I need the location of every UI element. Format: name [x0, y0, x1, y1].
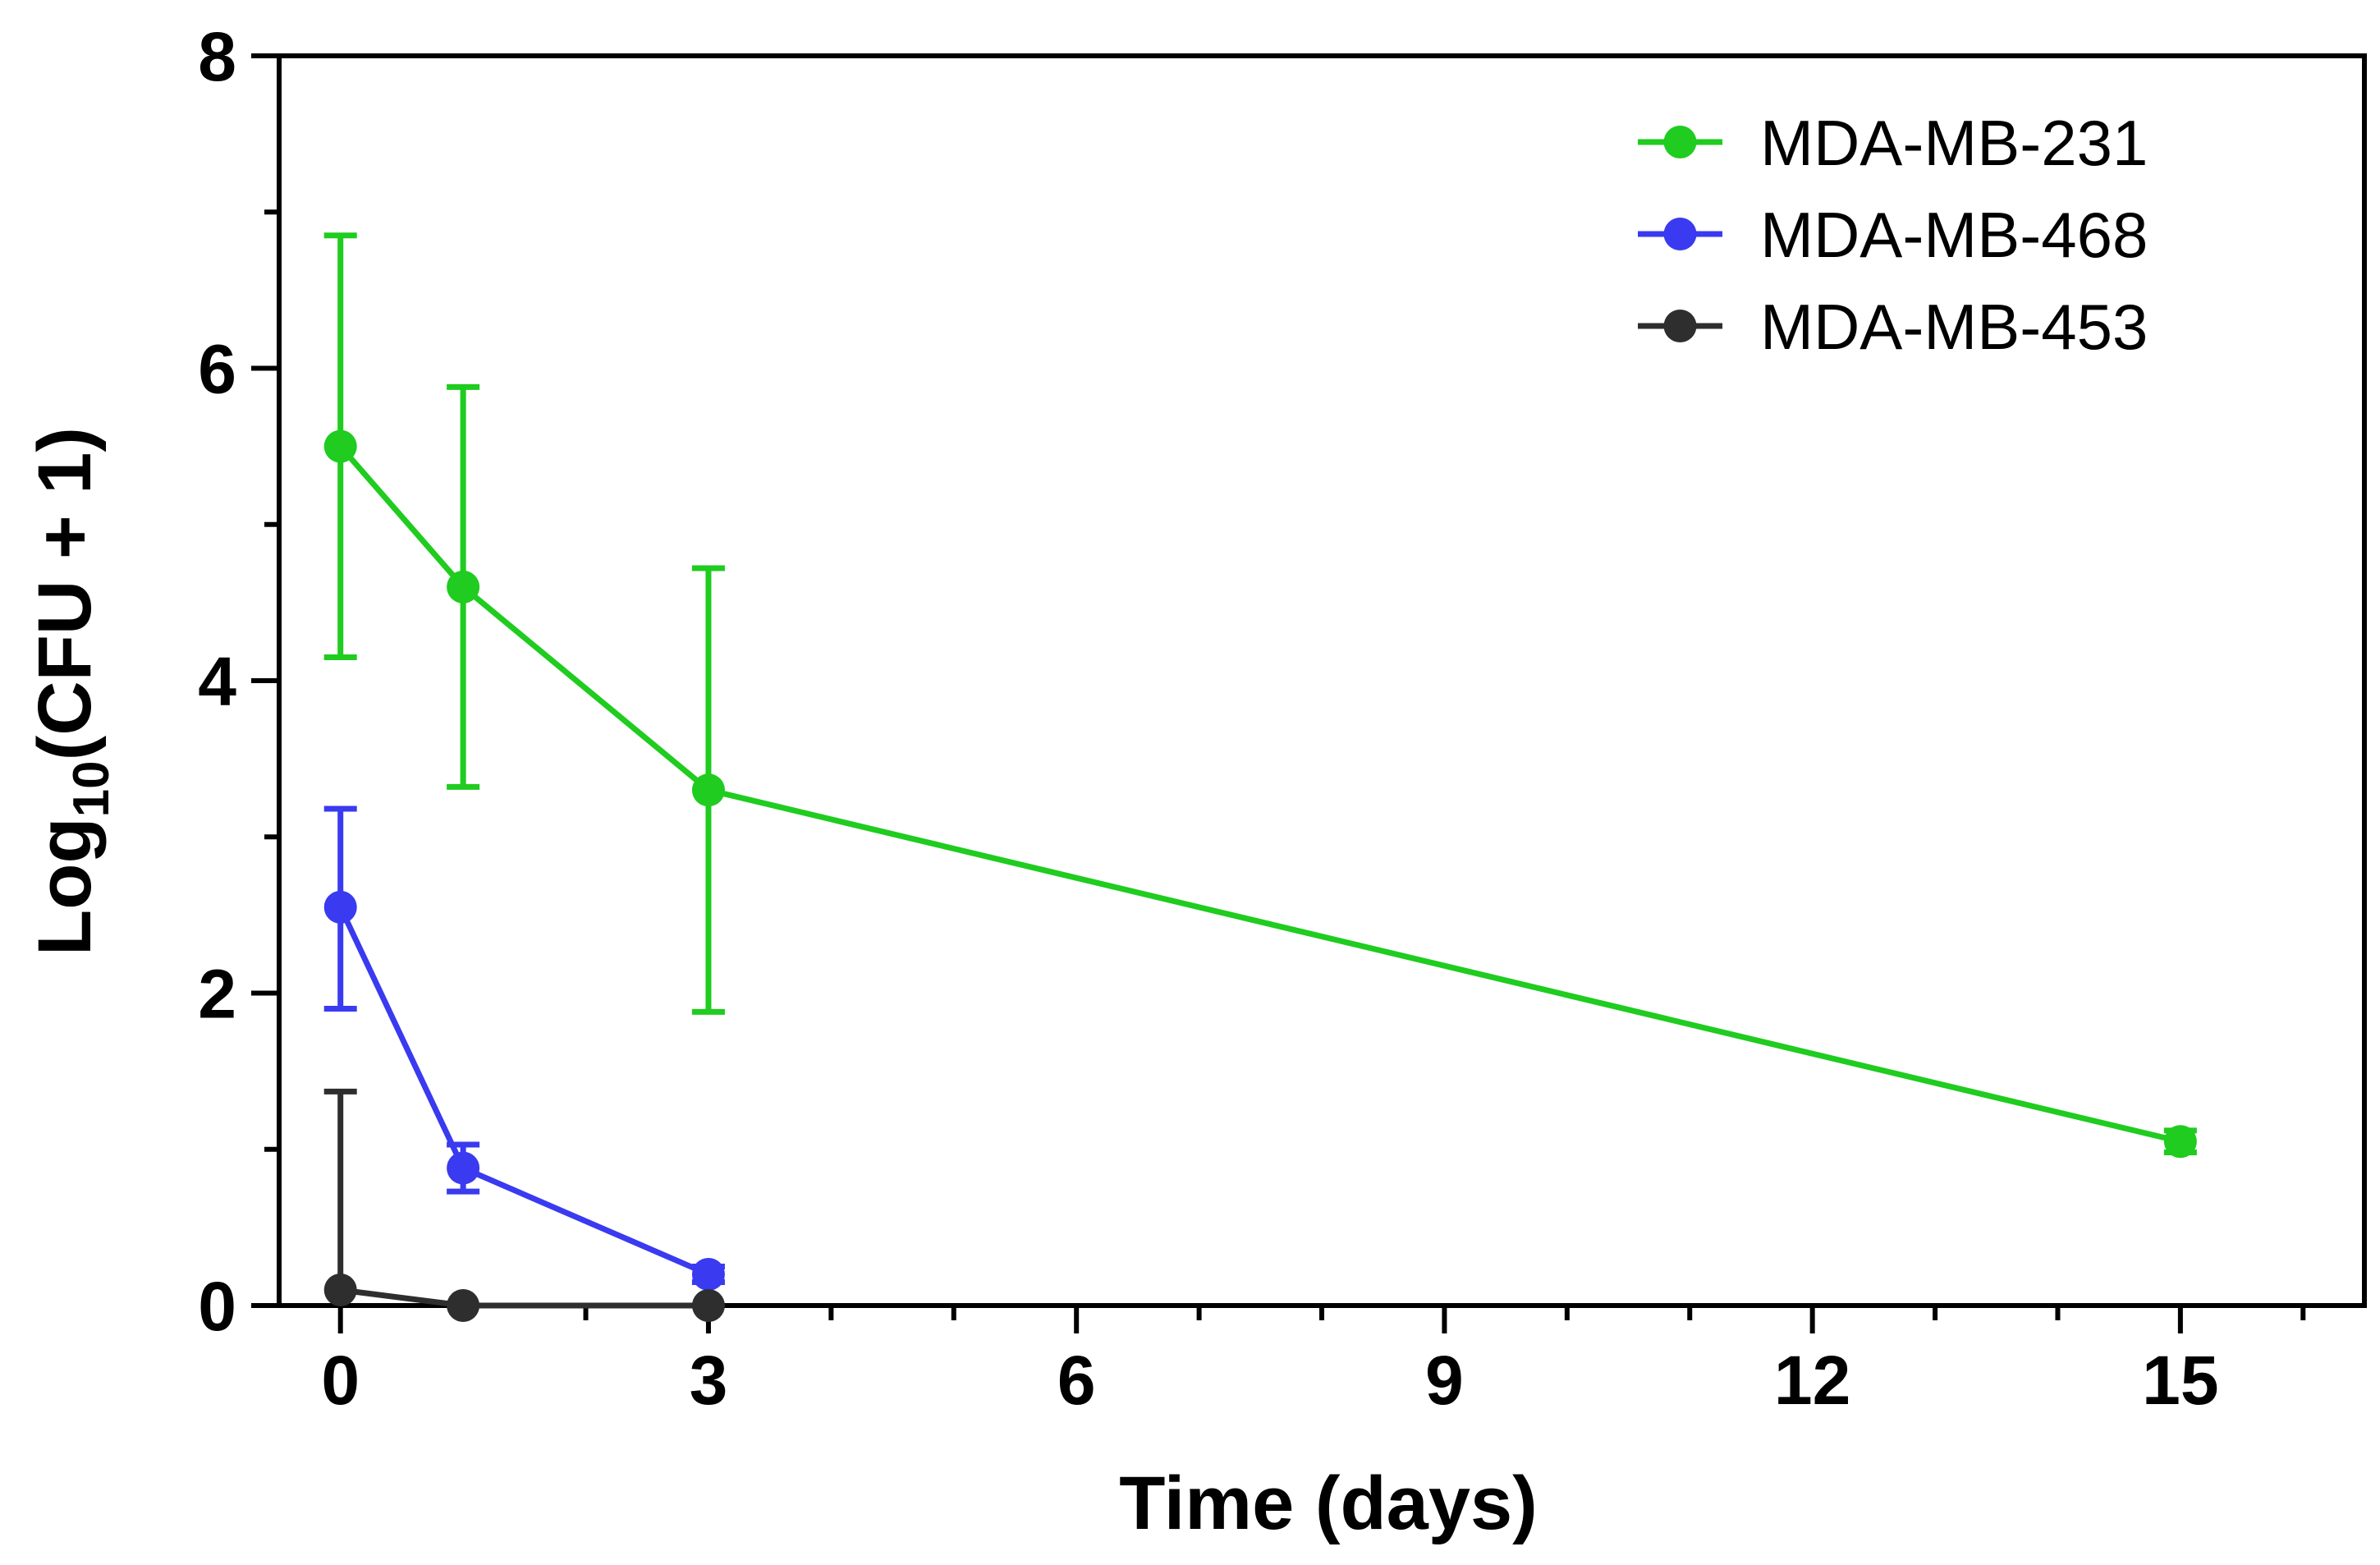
series-line-mda-mb-468 — [337, 906, 710, 1278]
series-mda-mb-231 — [323, 232, 2197, 1159]
data-point — [447, 570, 480, 604]
x-tick-label: 6 — [1057, 1342, 1096, 1419]
y-axis-title-rest: (CFU + 1) — [23, 427, 107, 760]
x-tick-label: 12 — [1774, 1342, 1850, 1419]
y-tick-label: 6 — [198, 331, 236, 408]
y-tick-label: 4 — [198, 643, 236, 720]
data-point — [323, 1273, 357, 1306]
x-tick-label: 15 — [2142, 1342, 2218, 1419]
data-point — [691, 1257, 725, 1291]
data-point — [2163, 1125, 2197, 1159]
x-axis-title: Time (days) — [1119, 1462, 1538, 1545]
legend-label: MDA-MB-231 — [1760, 107, 2148, 179]
legend-marker — [1663, 218, 1697, 250]
series-mda-mb-468 — [323, 805, 725, 1291]
data-point — [447, 1289, 480, 1322]
legend-label: MDA-MB-453 — [1760, 291, 2148, 363]
legend-marker — [1663, 126, 1697, 158]
data-point — [447, 1151, 480, 1185]
y-axis-title: Log10(CFU + 1) — [23, 427, 120, 956]
x-tick-label: 3 — [690, 1342, 728, 1419]
x-tick-label: 0 — [321, 1342, 360, 1419]
y-axis-title-base: Log — [23, 817, 107, 956]
legend: MDA-MB-231 MDA-MB-468 MDA-MB-453 — [1638, 107, 2148, 363]
tick-labels: 0 2 4 6 8 0 3 6 9 12 15 — [198, 18, 2218, 1419]
series-line-mda-mb-231 — [338, 444, 2181, 1145]
legend-label: MDA-MB-468 — [1760, 199, 2148, 271]
data-point — [691, 1289, 725, 1322]
legend-marker — [1663, 310, 1697, 342]
legend-item-mda-mb-468: MDA-MB-468 — [1638, 199, 2148, 271]
legend-item-mda-mb-231: MDA-MB-231 — [1638, 107, 2148, 179]
data-point — [691, 773, 725, 807]
y-tick-label: 0 — [198, 1268, 236, 1345]
axes — [251, 53, 2367, 1333]
data-point — [323, 890, 357, 924]
y-tick-label: 2 — [198, 956, 236, 1033]
legend-item-mda-mb-453: MDA-MB-453 — [1638, 291, 2148, 363]
y-axis-title-subscript: 10 — [63, 760, 120, 817]
series-layer — [323, 232, 2197, 1322]
y-tick-label: 8 — [198, 18, 236, 95]
series-mda-mb-453 — [323, 1088, 725, 1322]
x-tick-label: 9 — [1425, 1342, 1464, 1419]
data-point — [323, 429, 357, 463]
